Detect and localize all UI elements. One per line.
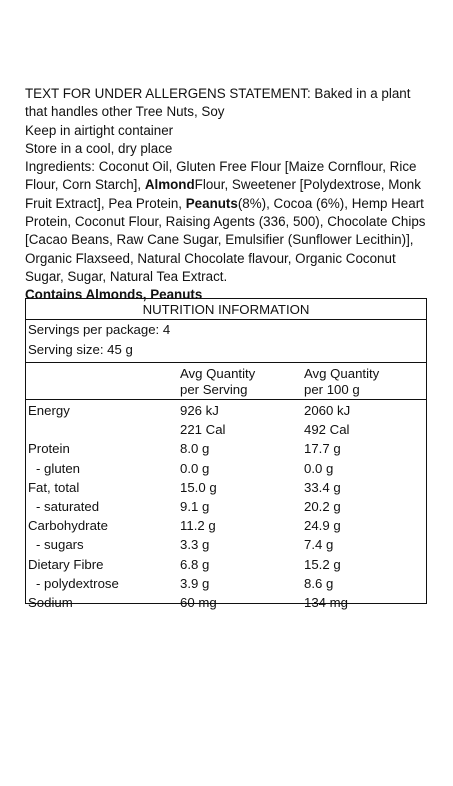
per-100g-value: 7.4 g <box>304 537 334 553</box>
nutrient-label: Sodium <box>28 594 73 610</box>
nutrient-label: Dietary Fibre <box>28 556 104 572</box>
nutrient-label: Protein <box>28 441 70 457</box>
nutrient-label: Energy <box>28 403 70 418</box>
nutrition-row-protein: Protein 8.0 g 17.7 g <box>26 439 426 458</box>
nutrition-title: NUTRITION INFORMATION <box>26 299 426 320</box>
nutrient-label: - saturated <box>36 498 100 514</box>
nutrition-row-polydextrose: - polydextrose 3.9 g 8.6 g <box>26 574 426 593</box>
allergen-statement: TEXT FOR UNDER ALLERGENS STATEMENT: Bake… <box>25 86 411 120</box>
nutrition-row-saturated: - saturated 9.1 g 20.2 g <box>26 497 426 516</box>
nutrition-row-dietary-fibre: Dietary Fibre 6.8 g 15.2 g <box>26 555 426 574</box>
ingredients-allergen-almond: Almond <box>144 177 195 193</box>
per-100g-value: 20.2 g <box>304 498 341 514</box>
per-serving-value: 0.0 g <box>180 460 210 476</box>
ingredients-part-3: (8%), Cocoa (6%), Hemp Heart Protein, Co… <box>25 195 426 284</box>
storage-instruction-2: Store in a cool, dry place <box>25 140 173 156</box>
ingredients-part-2: Flour, Sweetener [Polydextrose, Monk Fru… <box>25 177 421 211</box>
serving-size: Serving size: 45 g <box>26 340 426 363</box>
nutrient-label: Carbohydrate <box>28 518 108 534</box>
nutrition-row-energy-cal: 221 Cal 492 Cal <box>26 420 426 439</box>
per-100g-value: 2060 kJ <box>304 403 351 418</box>
label-text-block: TEXT FOR UNDER ALLERGENS STATEMENT: Bake… <box>25 85 430 305</box>
servings-per-package: Servings per package: 4 <box>28 322 171 337</box>
per-serving-value: 3.9 g <box>180 575 210 591</box>
ingredients-part-1: Ingredients: Coconut Oil, Gluten Free Fl… <box>25 159 417 193</box>
per-100g-value: 17.7 g <box>304 441 341 457</box>
nutrition-row-fat-total: Fat, total 15.0 g 33.4 g <box>26 478 426 497</box>
per-100g-value: 0.0 g <box>304 460 334 476</box>
per-100g-value: 15.2 g <box>304 556 341 572</box>
per-100g-value: 24.9 g <box>304 518 341 534</box>
per-serving-value: 8.0 g <box>180 441 210 457</box>
column-header-per-100g-line-2: per 100 g <box>304 382 360 397</box>
per-serving-value: 6.8 g <box>180 556 210 572</box>
nutrient-label: - sugars <box>36 537 84 553</box>
nutrition-rows: Energy 926 kJ 2060 kJ 221 Cal 492 Cal Pr… <box>26 400 426 612</box>
per-serving-value: 9.1 g <box>180 498 210 514</box>
column-header-per-serving-line-1: Avg Quantity <box>180 366 256 381</box>
per-serving-value: 221 Cal <box>180 422 226 438</box>
per-serving-value: 15.0 g <box>180 479 217 495</box>
column-header-per-100g: Avg Quantity per 100 g <box>304 366 379 398</box>
column-header-per-serving: Avg Quantity per Serving <box>180 366 255 398</box>
per-100g-value: 492 Cal <box>304 422 350 438</box>
nutrient-label: - polydextrose <box>36 575 119 591</box>
column-header-per-100g-line-1: Avg Quantity <box>304 366 380 381</box>
storage-instruction-1: Keep in airtight container <box>25 122 174 138</box>
per-serving-value: 3.3 g <box>180 537 210 553</box>
nutrient-label: Fat, total <box>28 479 80 495</box>
per-100g-value: 8.6 g <box>304 575 334 591</box>
nutrition-row-sodium: Sodium 60 mg 134 mg <box>26 593 426 612</box>
nutrition-column-headers: Avg Quantity per Serving Avg Quantity pe… <box>26 363 426 400</box>
ingredients-allergen-peanuts: Peanuts <box>185 195 238 211</box>
per-100g-value: 134 mg <box>304 594 348 610</box>
column-header-per-serving-line-2: per Serving <box>180 382 248 397</box>
nutrition-panel: NUTRITION INFORMATION Servings per packa… <box>25 298 427 610</box>
nutrition-row-energy-kj: Energy 926 kJ 2060 kJ <box>26 401 426 420</box>
per-serving-value: 60 mg <box>180 594 217 610</box>
per-serving-value: 11.2 g <box>180 518 216 534</box>
ingredients-list: Ingredients: Coconut Oil, Gluten Free Fl… <box>25 158 430 286</box>
per-serving-value: 926 kJ <box>180 403 219 418</box>
nutrition-row-sugars: - sugars 3.3 g 7.4 g <box>26 535 426 554</box>
nutrient-label: - gluten <box>36 460 80 476</box>
per-100g-value: 33.4 g <box>304 479 341 495</box>
nutrition-row-gluten: - gluten 0.0 g 0.0 g <box>26 459 426 478</box>
nutrition-row-carbohydrate: Carbohydrate 11.2 g 24.9 g <box>26 516 426 535</box>
